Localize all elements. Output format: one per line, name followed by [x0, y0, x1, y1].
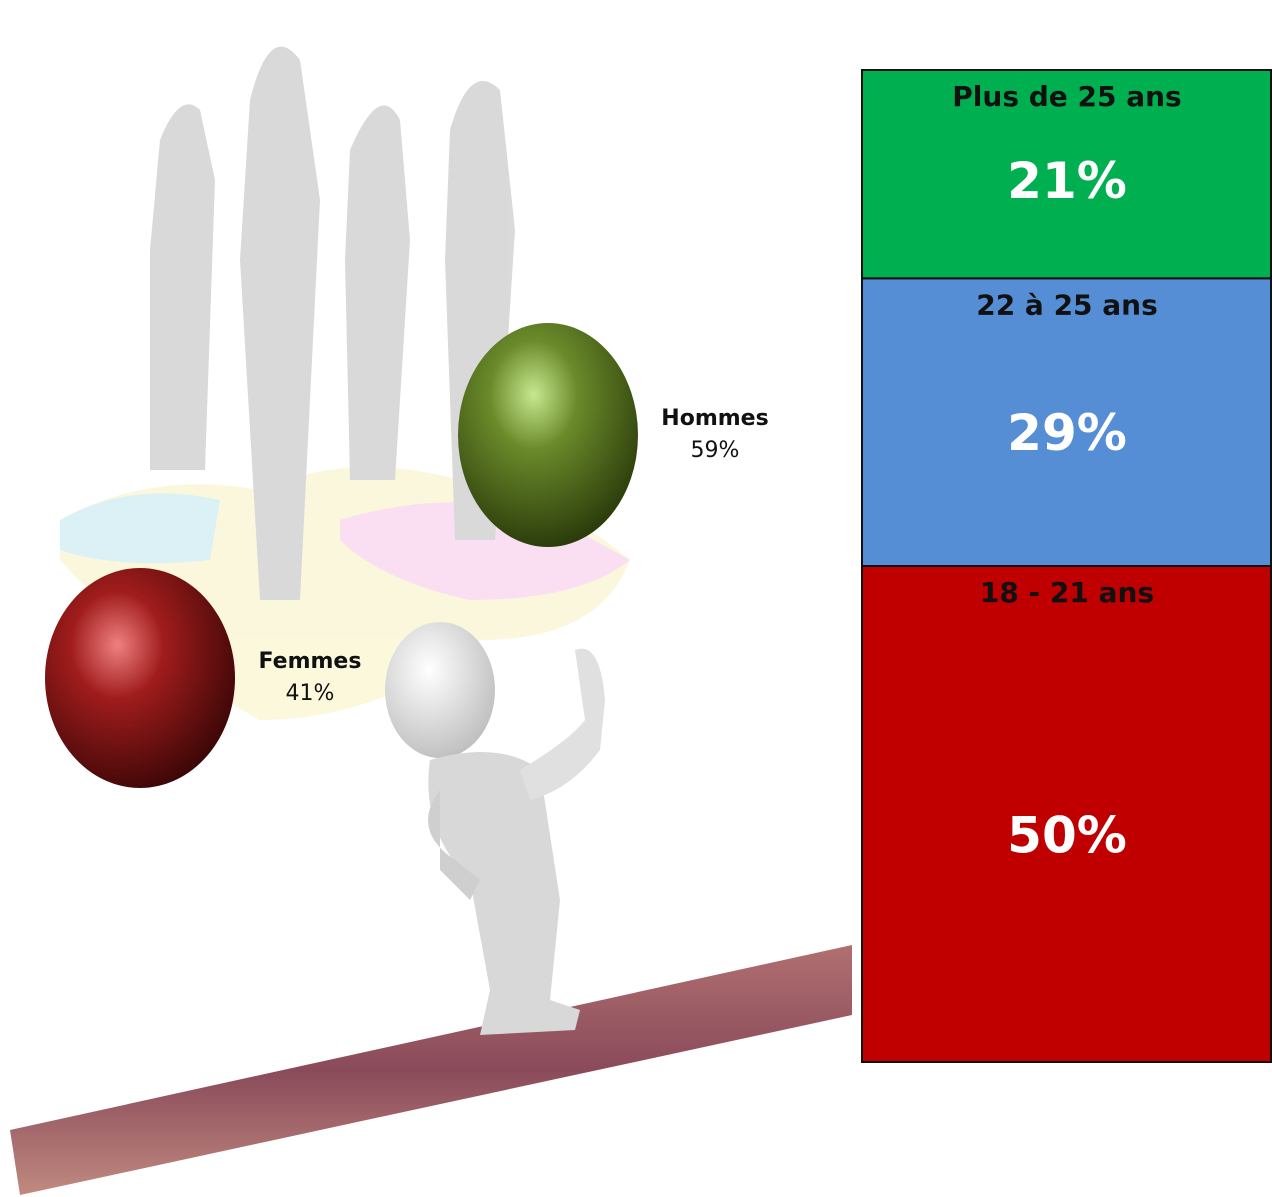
value-label: 59%: [691, 438, 740, 463]
value-label: 41%: [286, 681, 335, 706]
legend-label: 22 à 25 ans: [976, 288, 1158, 321]
bar-segment: [861, 565, 1272, 1063]
category-label: Femmes: [259, 649, 362, 674]
bar-segment: [861, 69, 1272, 280]
figure: [385, 622, 605, 1035]
value-label: 50%: [1007, 806, 1127, 864]
legend-label: 18 - 21 ans: [980, 576, 1154, 609]
spheres: Femmes 41% Hommes 59%: [45, 323, 769, 788]
legend-label: Plus de 25 ans: [952, 80, 1181, 113]
bar-segment: [861, 277, 1272, 567]
stacked-bar: 18 - 21 ans 50% 22 à 25 ans 29% Plus de 25 a…: [861, 69, 1272, 1063]
category-label: Hommes: [661, 406, 768, 431]
value-label: 21%: [1007, 152, 1127, 210]
sphere: [45, 568, 235, 788]
value-label: 29%: [1007, 404, 1127, 462]
beam: [10, 945, 852, 1195]
sphere: [458, 323, 638, 547]
